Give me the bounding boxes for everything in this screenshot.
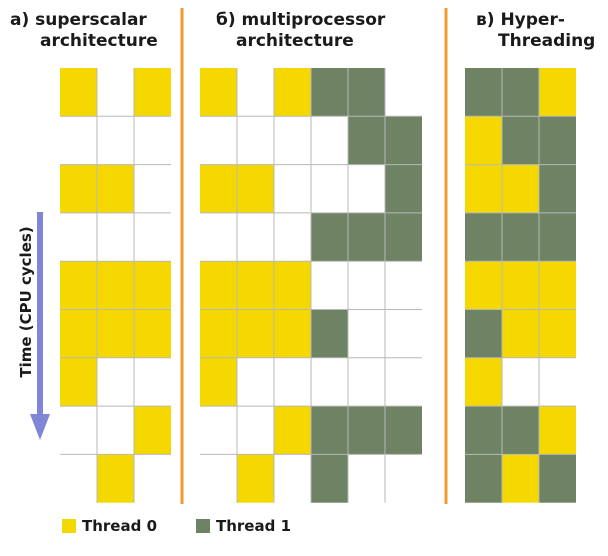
thread1-swatch <box>196 519 210 533</box>
thread0-cell <box>60 164 97 213</box>
thread0-cell <box>539 261 576 310</box>
thread0-cell <box>237 164 274 213</box>
panel-title-line: б) multiprocessor <box>216 10 386 30</box>
thread0-cell <box>237 261 274 310</box>
thread0-cell <box>200 357 237 407</box>
time-arrow-head <box>30 414 50 440</box>
panel-title-hyperthreading: в) Hyper- Threading <box>476 10 595 52</box>
thread0-cell <box>97 164 134 213</box>
thread1-cell <box>465 212 502 262</box>
thread0-swatch <box>62 519 76 533</box>
thread1-cell <box>311 309 348 358</box>
thread0-cell <box>200 164 237 213</box>
thread0-cell <box>60 309 97 358</box>
thread0-cell <box>237 309 274 358</box>
thread1-cell <box>348 68 385 117</box>
thread1-cell <box>348 212 385 262</box>
thread0-cell <box>60 357 97 407</box>
thread0-cell <box>274 68 311 117</box>
thread0-cell <box>200 68 237 117</box>
thread0-cell <box>465 357 502 407</box>
thread0-cell <box>134 406 171 455</box>
panel-title-line: Threading <box>498 31 596 51</box>
thread1-cell <box>385 164 422 213</box>
thread1-cell <box>348 116 385 165</box>
time-axis-text: Time (CPU cycles) <box>17 226 35 378</box>
thread0-cell <box>502 309 539 358</box>
thread1-cell <box>502 116 539 165</box>
thread0-cell <box>134 309 171 358</box>
thread0-cell <box>200 309 237 358</box>
panel-title-line: architecture <box>40 31 158 51</box>
thread0-cell <box>274 261 311 310</box>
thread1-cell <box>465 454 502 503</box>
panel-title-line: architecture <box>236 31 354 51</box>
thread1-cell <box>465 68 502 117</box>
thread1-cell <box>348 406 385 455</box>
thread0-cell <box>97 454 134 503</box>
thread0-cell <box>134 261 171 310</box>
thread0-cell <box>539 406 576 455</box>
thread1-cell <box>385 212 422 262</box>
thread0-cell <box>502 454 539 503</box>
thread0-cell <box>539 68 576 117</box>
panel-title-superscalar: a) superscalar architecture <box>10 10 158 52</box>
thread0-cell <box>502 261 539 310</box>
thread1-cell <box>311 406 348 455</box>
thread1-cell <box>539 116 576 165</box>
thread1-cell <box>502 406 539 455</box>
thread0-cell <box>97 309 134 358</box>
thread1-cell <box>539 212 576 262</box>
thread1-cell <box>465 406 502 455</box>
thread0-cell <box>502 164 539 213</box>
thread1-cell <box>311 212 348 262</box>
thread0-cell <box>134 68 171 117</box>
thread0-cell <box>200 261 237 310</box>
thread1-cell <box>539 164 576 213</box>
thread0-cell <box>465 116 502 165</box>
thread0-cell <box>274 406 311 455</box>
panel-title-line: a) superscalar <box>10 10 147 30</box>
thread0-cell <box>539 309 576 358</box>
legend-label-thread0: Thread 0 <box>82 517 157 535</box>
thread0-cell <box>60 261 97 310</box>
thread1-cell <box>311 454 348 503</box>
thread0-cell <box>60 68 97 117</box>
thread0-cell <box>465 261 502 310</box>
panel-title-multiprocessor: б) multiprocessor architecture <box>216 10 385 52</box>
thread0-cell <box>274 309 311 358</box>
panel-title-line: в) Hyper- <box>476 10 565 30</box>
thread0-cell <box>97 261 134 310</box>
thread1-cell <box>502 212 539 262</box>
legend-label-thread1: Thread 1 <box>216 517 291 535</box>
thread1-cell <box>502 68 539 117</box>
thread1-cell <box>385 116 422 165</box>
thread0-cell <box>237 454 274 503</box>
thread0-cell <box>465 164 502 213</box>
thread1-cell <box>539 454 576 503</box>
thread1-cell <box>465 309 502 358</box>
thread1-cell <box>385 406 422 455</box>
thread1-cell <box>311 68 348 117</box>
